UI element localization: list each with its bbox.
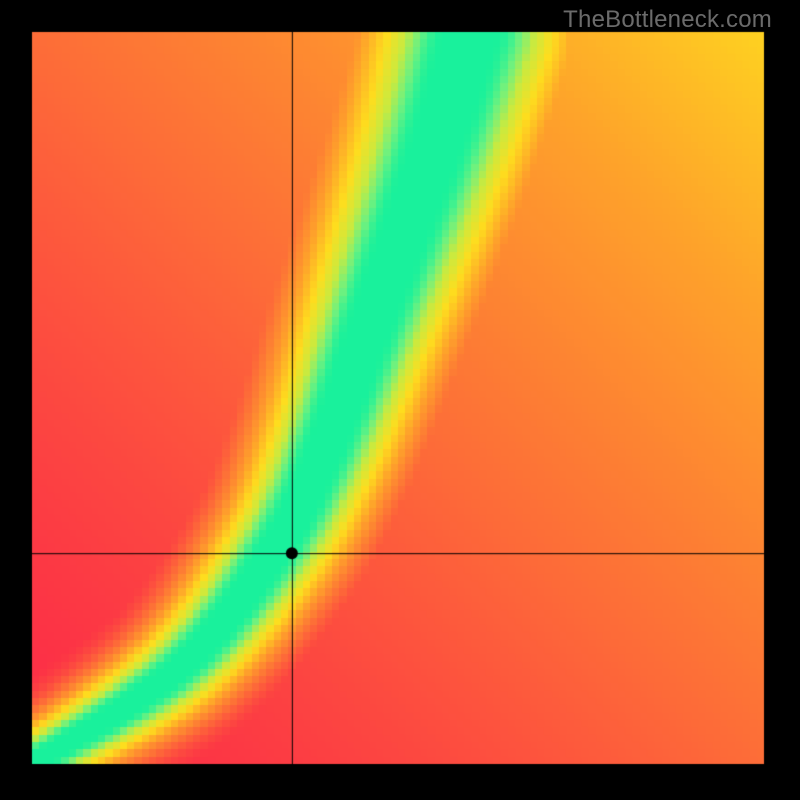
watermark-text: TheBottleneck.com <box>563 6 772 34</box>
chart-frame: TheBottleneck.com <box>0 0 800 800</box>
bottleneck-heatmap-canvas <box>0 0 800 800</box>
